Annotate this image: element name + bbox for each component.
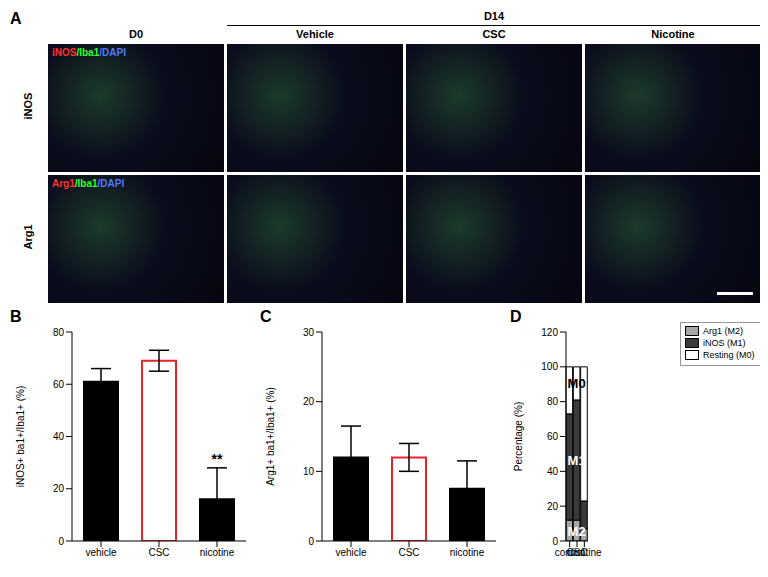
svg-text:20: 20: [53, 483, 65, 494]
html-text:D0: D0: [129, 28, 143, 40]
svg-text:20: 20: [303, 396, 315, 407]
svg-text:M0: M0: [568, 376, 586, 391]
svg-text:60: 60: [547, 431, 559, 442]
html-text:Resting (M0): Resting (M0): [703, 350, 755, 360]
svg-text:0: 0: [308, 536, 314, 547]
svg-text:nicotine: nicotine: [200, 547, 235, 558]
svg-text:iNOS+ ba1+/Iba1+ (%): iNOS+ ba1+/Iba1+ (%): [15, 386, 26, 487]
svg-text:80: 80: [547, 396, 559, 407]
html-text:CSC: CSC: [482, 28, 506, 40]
svg-text:M1: M1: [568, 453, 586, 468]
svg-text:0: 0: [552, 536, 558, 547]
html-text:iNOS: iNOS: [22, 92, 34, 120]
svg-text:40: 40: [547, 466, 559, 477]
svg-text:Percentage (%): Percentage (%): [513, 402, 524, 471]
svg-text:CSC: CSC: [148, 547, 169, 558]
html-text:Nicotine: Nicotine: [651, 28, 695, 40]
svg-text:20: 20: [547, 501, 559, 512]
svg-text:60: 60: [53, 379, 65, 390]
html-text:C: C: [260, 308, 272, 325]
svg-text:**: **: [212, 451, 223, 467]
html-text:Vehicle: Vehicle: [296, 28, 334, 40]
html-text:iNOS /Iba1 /DAPI: iNOS /Iba1 /DAPI: [52, 47, 126, 58]
html-text:Arg1: Arg1: [22, 224, 34, 250]
svg-text:vehicle: vehicle: [335, 547, 367, 558]
html-text:B: B: [10, 308, 22, 325]
svg-text:nicotine: nicotine: [567, 547, 602, 558]
svg-text:vehicle: vehicle: [85, 547, 117, 558]
svg-text:CSC: CSC: [398, 547, 419, 558]
html-text:Arg1 (M2): Arg1 (M2): [703, 326, 743, 336]
svg-text:M2: M2: [568, 524, 586, 539]
svg-text:40: 40: [53, 431, 65, 442]
html-text:D: D: [510, 308, 522, 325]
svg-text:80: 80: [53, 327, 65, 338]
svg-text:30: 30: [303, 327, 315, 338]
svg-text:0: 0: [58, 536, 64, 547]
svg-text:10: 10: [303, 466, 315, 477]
svg-text:120: 120: [541, 327, 558, 338]
html-text:A: A: [10, 10, 22, 27]
html-text:iNOS (M1): iNOS (M1): [703, 338, 746, 348]
svg-text:Arg1+ ba1+/Iba1+ (%): Arg1+ ba1+/Iba1+ (%): [265, 387, 276, 486]
svg-text:100: 100: [541, 361, 558, 372]
html-text:Arg1 /Iba1 /DAPI: Arg1 /Iba1 /DAPI: [52, 178, 125, 189]
html-text:D14: D14: [483, 10, 505, 22]
svg-text:nicotine: nicotine: [450, 547, 485, 558]
